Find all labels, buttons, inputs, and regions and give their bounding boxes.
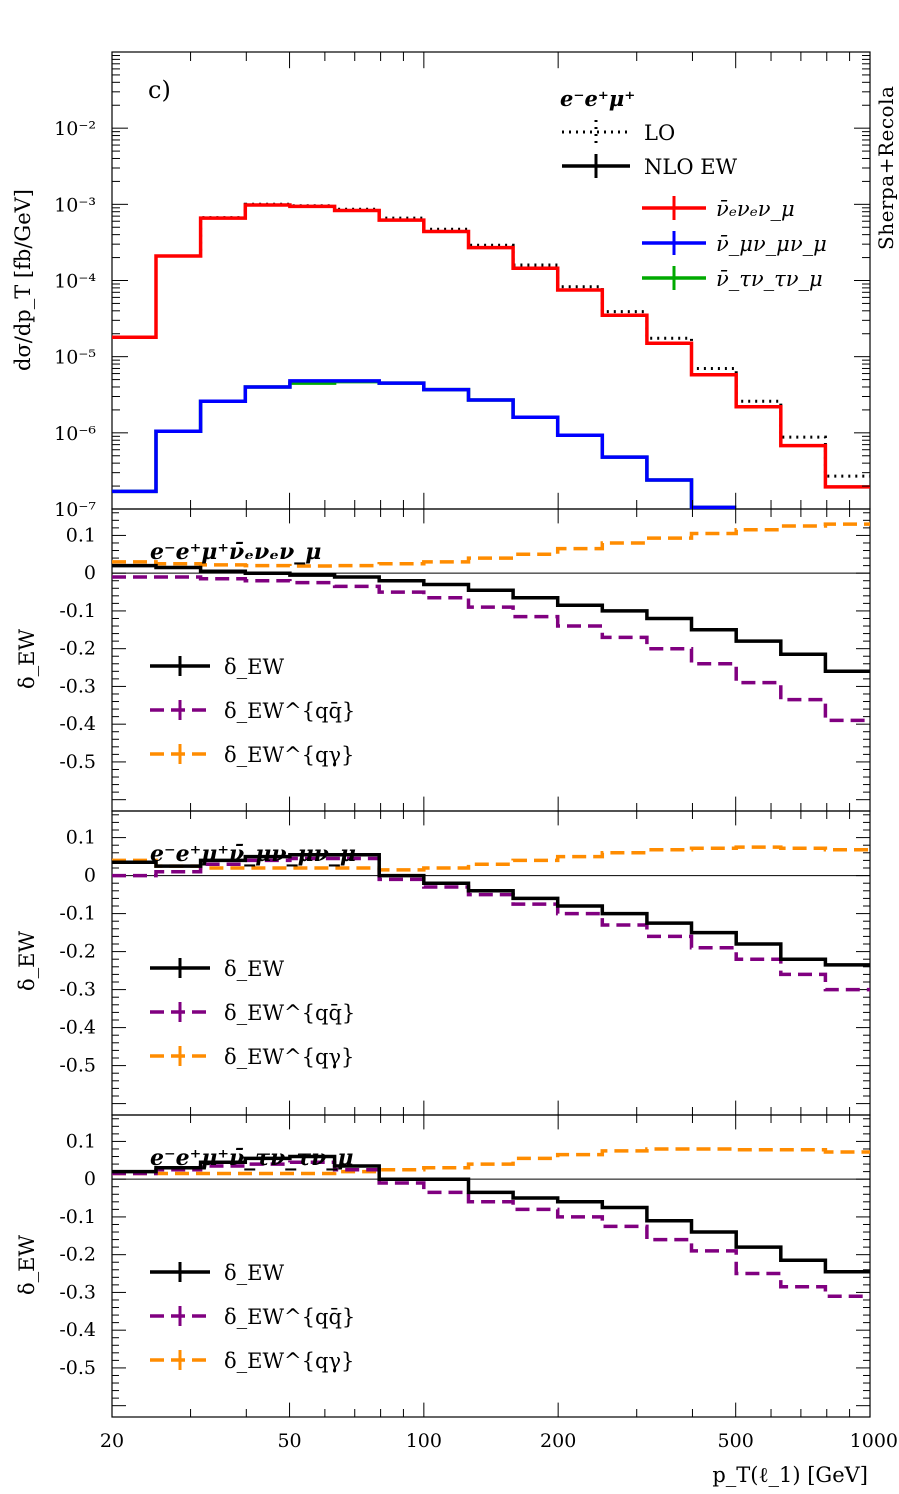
credit-label: Sherpa+Recola bbox=[874, 86, 898, 250]
panel-letter: c) bbox=[148, 76, 171, 104]
y-tick-label: 10⁻² bbox=[54, 118, 96, 140]
legend-lo-label: LO bbox=[644, 121, 675, 145]
legend-nlo-label: NLO EW bbox=[644, 155, 738, 179]
legend-title: e⁻e⁺μ⁺ bbox=[560, 86, 635, 111]
ratio-panel-2: 0.1 0 -0.1 -0.2 -0.3 -0.4 -0.5 e⁻e⁺μ⁺ν̄_μν_μν_μ… bbox=[15, 811, 871, 1115]
ratio-panel-3-frame bbox=[111, 1114, 871, 1418]
y-tick-label: -0.2 bbox=[59, 638, 96, 660]
y-tick-label: 10⁻⁶ bbox=[54, 423, 96, 445]
x-tick-label: 20 bbox=[100, 1430, 124, 1452]
main-y-ticks: 10⁻² 10⁻³ 10⁻⁴ 10⁻⁵ 10⁻⁶ 10⁻⁷ bbox=[54, 51, 870, 521]
legend-label-delta-qgamma: δ_EW^{qγ} bbox=[224, 1349, 354, 1373]
legend-label-delta-qgamma: δ_EW^{qγ} bbox=[224, 743, 354, 767]
x-tick-label: 100 bbox=[406, 1430, 442, 1452]
y-tick-label: -0.1 bbox=[59, 1206, 96, 1228]
legend-tau-icon bbox=[642, 266, 706, 290]
series-line-delta-ew bbox=[112, 1154, 870, 1274]
x-tick-labels: 20 50 100 200 500 1000 bbox=[100, 1430, 898, 1452]
legend-label-delta-qqbar: δ_EW^{qq̄} bbox=[224, 1001, 355, 1025]
legend-mu-icon bbox=[642, 231, 706, 255]
y-tick-label: -0.3 bbox=[59, 979, 96, 1001]
series-line-delta-ew bbox=[112, 563, 870, 674]
y-tick-label: -0.4 bbox=[59, 1017, 96, 1039]
legend-nlo-icon bbox=[562, 154, 630, 178]
ratio-panel-title: e⁻e⁺μ⁺ν̄_τν_τν_μ bbox=[150, 1145, 353, 1171]
x-tick-label: 200 bbox=[540, 1430, 576, 1452]
series-line-delta-ew bbox=[112, 852, 870, 967]
legend-e-icon bbox=[642, 196, 706, 220]
legend-mu-label: ν̄_μν_μν_μ bbox=[716, 232, 827, 256]
legend-label-delta-qqbar: δ_EW^{qq̄} bbox=[224, 699, 355, 723]
ratio-y-axis-label: δ_EW bbox=[15, 931, 39, 991]
legend-tau-label: ν̄_τν_τν_μ bbox=[716, 267, 823, 291]
main-x-ticks bbox=[111, 52, 871, 509]
series-line-delta-qgamma bbox=[112, 1147, 870, 1176]
x-tick-label: 50 bbox=[277, 1430, 301, 1452]
series-line-delta-qqbar bbox=[112, 1160, 870, 1298]
legend-e-label: ν̄ₑνₑν_μ bbox=[716, 197, 795, 221]
y-tick-label: 0 bbox=[84, 865, 96, 887]
y-tick-label: 0.1 bbox=[66, 1130, 96, 1152]
legend-label-delta-ew: δ_EW bbox=[224, 957, 284, 981]
y-tick-label: 10⁻⁴ bbox=[54, 271, 96, 293]
ratio-panel-title: e⁻e⁺μ⁺ν̄_μν_μν_μ bbox=[150, 841, 356, 867]
y-tick-label: -0.4 bbox=[59, 713, 96, 735]
legend-lo-icon bbox=[562, 120, 630, 144]
x-tick-label: 1000 bbox=[850, 1430, 898, 1452]
legend-label-delta-ew: δ_EW bbox=[224, 655, 284, 679]
ratio-y-axis-label: δ_EW bbox=[15, 1235, 39, 1295]
y-tick-label: 0.1 bbox=[66, 524, 96, 546]
legend-label-delta-ew: δ_EW bbox=[224, 1261, 284, 1285]
y-tick-label: -0.3 bbox=[59, 1281, 96, 1303]
ratio-panel-title: e⁻e⁺μ⁺ν̄ₑνₑν_μ bbox=[150, 539, 321, 565]
y-tick-label: -0.5 bbox=[59, 1055, 96, 1077]
main-legend: e⁻e⁺μ⁺ LO NLO EW ν̄ₑνₑν_μ ν̄_μν_μν_μ ν̄_… bbox=[560, 86, 827, 291]
y-tick-label: 10⁻⁵ bbox=[54, 347, 96, 369]
main-plot-series bbox=[112, 202, 870, 510]
y-tick-label: -0.1 bbox=[59, 600, 96, 622]
y-tick-label: -0.2 bbox=[59, 1244, 96, 1266]
series-line-delta-qgamma bbox=[112, 522, 870, 568]
y-tick-label: -0.2 bbox=[59, 941, 96, 963]
y-tick-label: 10⁻⁷ bbox=[54, 499, 96, 521]
y-tick-label: -0.1 bbox=[59, 903, 96, 925]
y-tick-label: 0 bbox=[84, 562, 96, 584]
ratio-panels: 0.1 0 -0.1 -0.2 -0.3 -0.4 -0.5 e⁻e⁺μ⁺ν̄ₑνₑν_μ δ_… bbox=[15, 509, 871, 1417]
legend-label-delta-qgamma: δ_EW^{qγ} bbox=[224, 1045, 354, 1069]
y-tick-label: 0 bbox=[84, 1168, 96, 1190]
y-tick-label: -0.3 bbox=[59, 675, 96, 697]
y-tick-label: 0.1 bbox=[66, 827, 96, 849]
series-line-mu-nlo bbox=[112, 379, 737, 510]
x-tick-label: 500 bbox=[718, 1430, 754, 1452]
legend-label-delta-qqbar: δ_EW^{qq̄} bbox=[224, 1305, 355, 1329]
y-tick-label: -0.4 bbox=[59, 1319, 96, 1341]
series-line-delta-qqbar bbox=[112, 575, 870, 723]
main-y-axis-label: dσ/dp_T [fb/GeV] bbox=[11, 189, 35, 371]
series-line-e-nlo bbox=[112, 203, 870, 489]
y-tick-label: -0.5 bbox=[59, 751, 96, 773]
ratio-panel-1: 0.1 0 -0.1 -0.2 -0.3 -0.4 -0.5 e⁻e⁺μ⁺ν̄ₑνₑν_μ δ_… bbox=[15, 509, 871, 811]
ratio-panel-3: 0.1 0 -0.1 -0.2 -0.3 -0.4 -0.5 e⁻e⁺μ⁺ν̄_τν_τν_μ… bbox=[15, 1115, 871, 1417]
x-axis-label: p_T(ℓ_1) [GeV] bbox=[712, 1463, 868, 1487]
y-tick-label: -0.5 bbox=[59, 1357, 96, 1379]
ratio-y-axis-label: δ_EW bbox=[15, 629, 39, 689]
y-tick-label: 10⁻³ bbox=[54, 194, 96, 216]
series-line-delta-qgamma bbox=[112, 845, 870, 872]
